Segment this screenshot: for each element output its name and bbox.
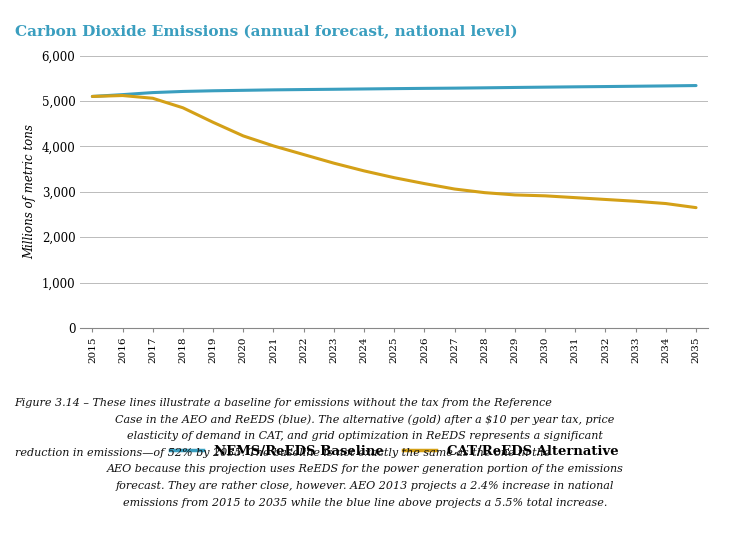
Legend: NEMS/ReEDS Baseline, CAT/ReEDS Alternative: NEMS/ReEDS Baseline, CAT/ReEDS Alternati… — [165, 439, 623, 463]
Text: forecast. They are rather close, however. AEO 2013 projects a 2.4% increase in n: forecast. They are rather close, however… — [116, 481, 614, 491]
Text: elasticity of demand in CAT, and grid optimization in ReEDS represents a signifi: elasticity of demand in CAT, and grid op… — [127, 431, 603, 441]
Text: Figure 3.14 – These lines illustrate a baseline for emissions without the tax fr: Figure 3.14 – These lines illustrate a b… — [15, 398, 553, 408]
Text: Case in the AEO and ReEDS (blue). The alternative (gold) after a $10 per year ta: Case in the AEO and ReEDS (blue). The al… — [115, 414, 615, 425]
Text: reduction in emissions—of 52% by 2035. The baseline is not exactly the same as t: reduction in emissions—of 52% by 2035. T… — [15, 448, 550, 458]
Text: Carbon Dioxide Emissions (annual forecast, national level): Carbon Dioxide Emissions (annual forecas… — [15, 25, 518, 39]
Text: AEO because this projection uses ReEDS for the power generation portion of the e: AEO because this projection uses ReEDS f… — [107, 464, 623, 474]
Text: emissions from 2015 to 2035 while the blue line above projects a 5.5% total incr: emissions from 2015 to 2035 while the bl… — [123, 498, 607, 508]
Y-axis label: Millions of metric tons: Millions of metric tons — [23, 125, 36, 259]
